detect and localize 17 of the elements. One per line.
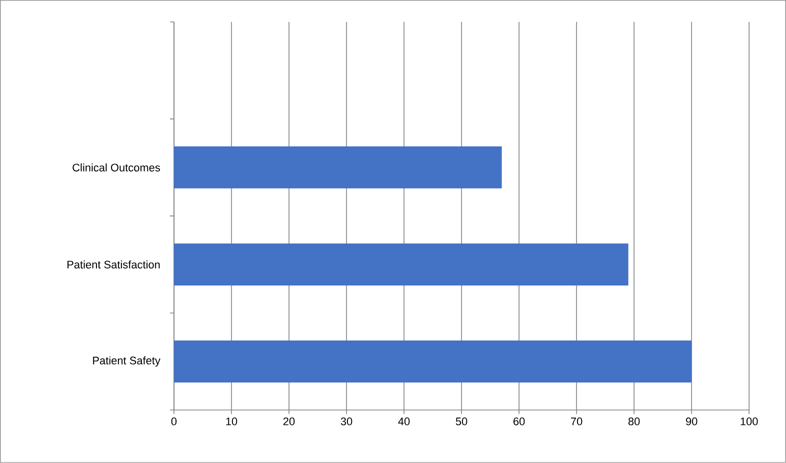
x-tick-label: 100: [740, 418, 758, 426]
x-tick-label: 90: [686, 418, 698, 426]
y-tick-label: Clinical Outcomes: [72, 163, 160, 172]
bar: [174, 243, 628, 286]
x-tick-label: 60: [514, 418, 525, 426]
x-tick-label: 20: [283, 418, 295, 426]
x-tick-label: 0: [171, 418, 177, 426]
y-tick-label: Patient Satisfaction: [67, 260, 160, 269]
x-tick-label: 80: [628, 418, 640, 426]
x-tick-label: 30: [340, 418, 352, 426]
bar: [174, 340, 692, 383]
y-tick-label: Patient Safety: [93, 356, 160, 367]
bar: [174, 146, 502, 188]
x-tick-label: 10: [226, 418, 238, 426]
x-tick-label: 40: [398, 418, 410, 426]
x-tick-label: 70: [571, 418, 582, 426]
x-tick-label: 50: [456, 418, 468, 426]
